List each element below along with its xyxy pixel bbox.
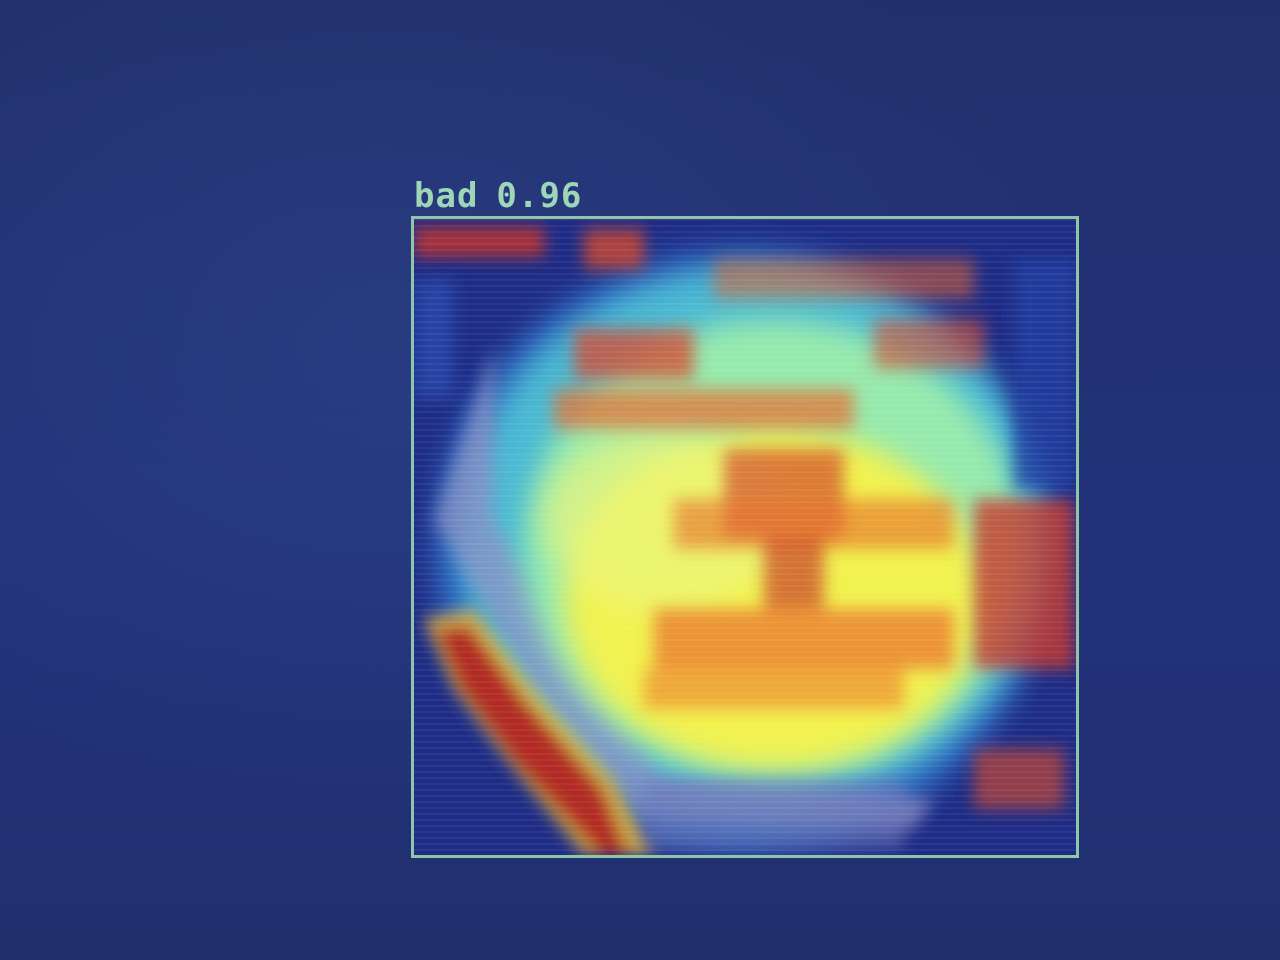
detection-class: bad [414,176,479,216]
activation-heatmap [414,219,1076,855]
detection-confidence: 0.96 [496,176,583,216]
detection-label: bad 0.96 [414,176,582,216]
detection-bounding-box[interactable] [411,216,1079,858]
